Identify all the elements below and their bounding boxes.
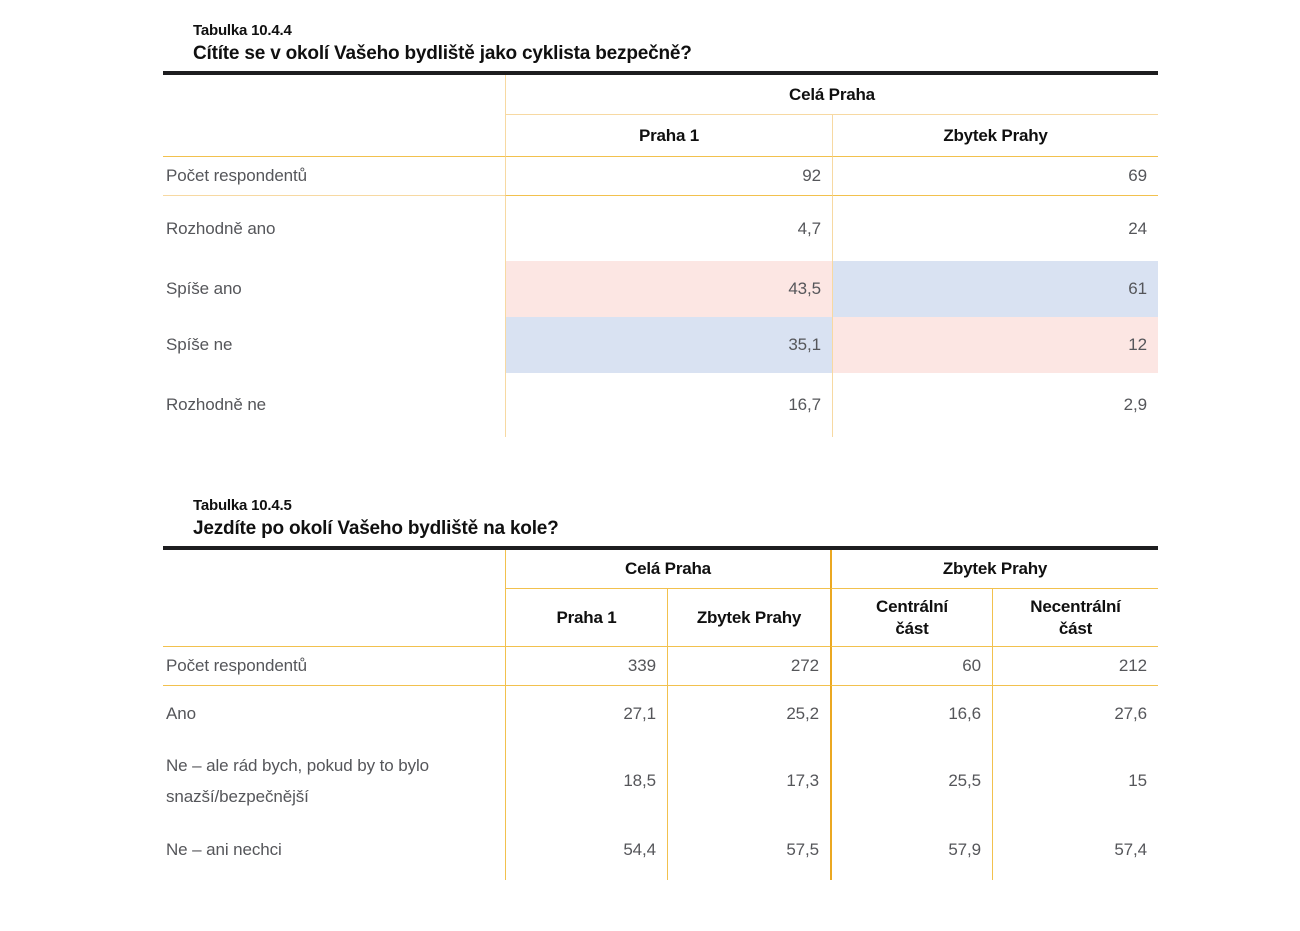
value-cell: 60 xyxy=(830,647,992,686)
row-label: Počet respondentů xyxy=(163,157,505,196)
col-header-centralni-cast: Centrální část xyxy=(830,589,992,647)
value-cell: 27,1 xyxy=(505,686,667,742)
value-cell-highlighted: 61 xyxy=(832,261,1158,317)
value-cell: 57,5 xyxy=(667,820,830,880)
value-cell: 212 xyxy=(992,647,1158,686)
value-cell: 16,7 xyxy=(505,373,832,437)
value-cell-highlighted: 12 xyxy=(832,317,1158,373)
table-10-4-5-grid: Celá Praha Zbytek Prahy Praha 1 Zbytek P… xyxy=(163,546,1158,880)
value-cell: 57,9 xyxy=(830,820,992,880)
value-cell: 272 xyxy=(667,647,830,686)
value-cell: 92 xyxy=(505,157,832,196)
table-question: Jezdíte po okolí Vašeho bydliště na kole… xyxy=(193,518,559,539)
row-label: Ne – ale rád bych, pokud by to bylo snaz… xyxy=(166,755,429,806)
value-cell: 339 xyxy=(505,647,667,686)
corner-spacer xyxy=(163,75,505,115)
row-label: Rozhodně ne xyxy=(166,395,267,415)
col-header-praha-1: Praha 1 xyxy=(505,589,667,647)
col-header-text: Necentrální část xyxy=(1030,597,1121,638)
value-cell-highlighted: 43,5 xyxy=(505,261,832,317)
value-cell: 69 xyxy=(832,157,1158,196)
corner-spacer xyxy=(163,589,505,647)
col-header-zbytek-prahy: Zbytek Prahy xyxy=(832,115,1158,157)
table-10-4-4-block: Tabulka 10.4.4 Cítíte se v okolí Vašeho … xyxy=(163,22,1158,437)
row-label: Ano xyxy=(166,704,196,724)
value-cell: 25,2 xyxy=(667,686,830,742)
col-header-zbytek-prahy: Zbytek Prahy xyxy=(667,589,830,647)
table-question: Cítíte se v okolí Vašeho bydliště jako c… xyxy=(193,43,692,64)
value-cell: 4,7 xyxy=(505,196,832,261)
group-header-cela-praha: Celá Praha xyxy=(505,75,1158,115)
row-label: Rozhodně ano xyxy=(166,218,276,238)
corner-spacer xyxy=(163,550,505,589)
value-cell: 57,4 xyxy=(992,820,1158,880)
group-header-cela-praha: Celá Praha xyxy=(505,550,830,589)
value-cell: 27,6 xyxy=(992,686,1158,742)
value-cell: 2,9 xyxy=(832,373,1158,437)
table-10-4-5-titles: Tabulka 10.4.5 Jezdíte po okolí Vašeho b… xyxy=(163,497,1158,540)
group-header-zbytek-prahy: Zbytek Prahy xyxy=(830,550,1158,589)
col-header-text: Centrální část xyxy=(876,597,948,638)
table-10-4-4-grid: Celá Praha Praha 1 Zbytek Prahy Počet re… xyxy=(163,71,1158,437)
row-label: Spíše ne xyxy=(166,335,233,355)
col-header-praha-1: Praha 1 xyxy=(505,115,832,157)
row-label: Počet respondentů xyxy=(163,647,505,686)
value-cell: 54,4 xyxy=(505,820,667,880)
value-cell: 16,6 xyxy=(830,686,992,742)
page-content: Tabulka 10.4.4 Cítíte se v okolí Vašeho … xyxy=(163,0,1158,880)
value-cell: 24 xyxy=(832,196,1158,261)
value-cell: 15 xyxy=(992,742,1158,820)
table-tag: Tabulka 10.4.5 xyxy=(193,497,292,514)
value-cell: 17,3 xyxy=(667,742,830,820)
table-10-4-4-titles: Tabulka 10.4.4 Cítíte se v okolí Vašeho … xyxy=(163,22,1158,65)
table-tag: Tabulka 10.4.4 xyxy=(193,22,292,39)
row-label: Spíše ano xyxy=(166,279,242,299)
value-cell: 18,5 xyxy=(505,742,667,820)
col-header-necentralni-cast: Necentrální část xyxy=(992,589,1158,647)
corner-spacer xyxy=(163,115,505,157)
value-cell: 25,5 xyxy=(830,742,992,820)
table-10-4-5-block: Tabulka 10.4.5 Jezdíte po okolí Vašeho b… xyxy=(163,497,1158,880)
value-cell-highlighted: 35,1 xyxy=(505,317,832,373)
row-label: Ne – ani nechci xyxy=(166,840,282,860)
